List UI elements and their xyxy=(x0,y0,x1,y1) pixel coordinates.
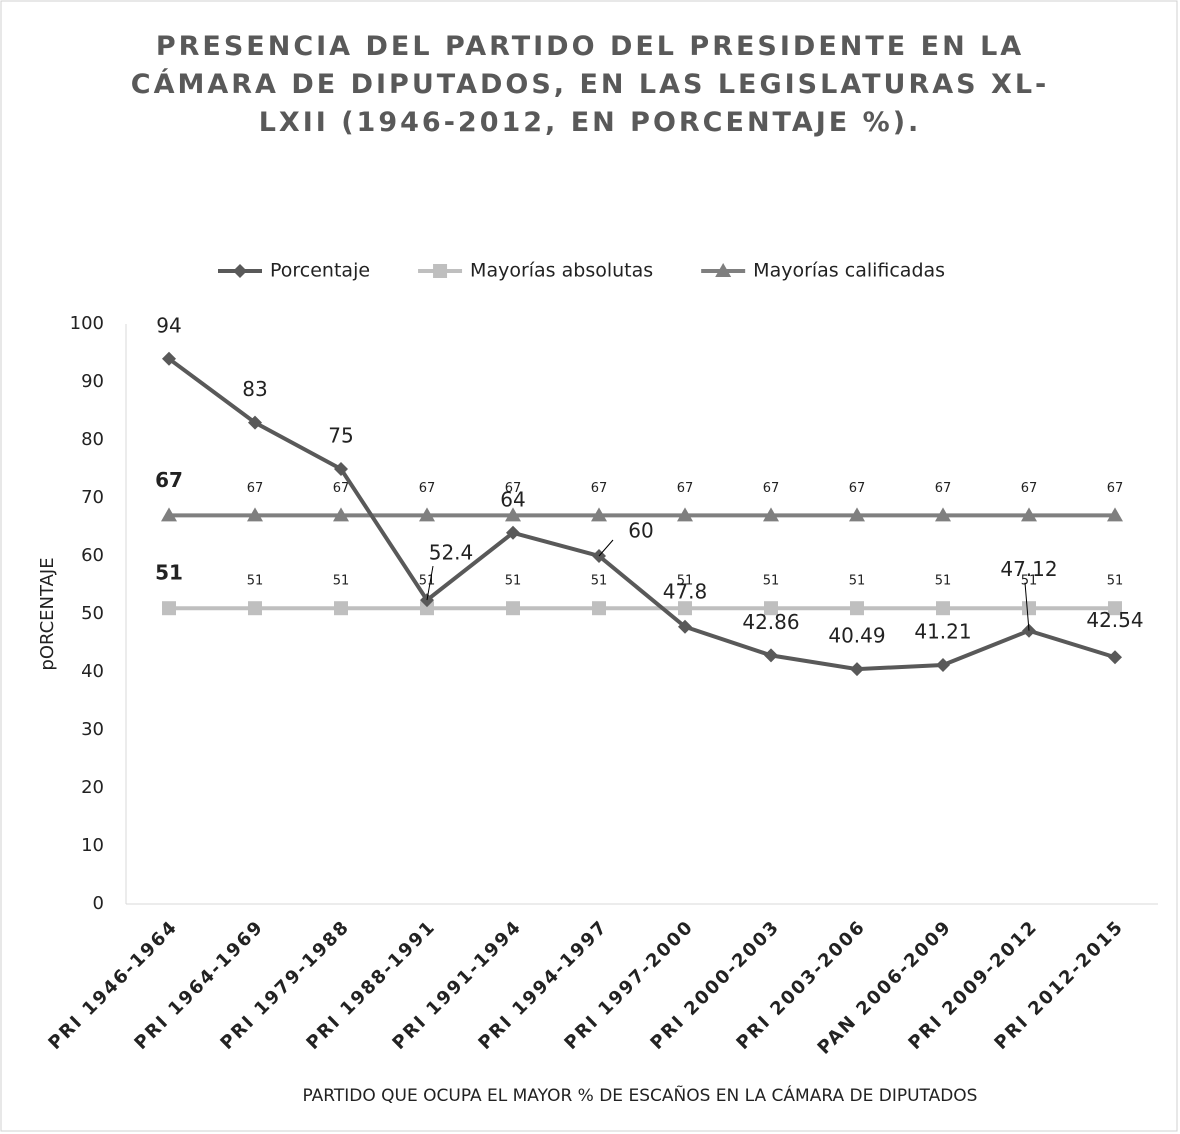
data-label: 67 xyxy=(419,481,436,496)
data-label: 42.86 xyxy=(742,610,799,634)
series-marker xyxy=(506,601,520,616)
legend-label: Mayorías absolutas xyxy=(470,260,653,282)
series-line xyxy=(167,357,1116,672)
data-label: 47.12 xyxy=(1000,557,1057,581)
data-label: 67 xyxy=(333,481,350,496)
series-marker xyxy=(849,507,865,522)
data-label: 51 xyxy=(155,561,183,585)
series-marker xyxy=(1108,601,1122,616)
y-axis-title: pORCENTAJE xyxy=(37,557,58,670)
series-marker xyxy=(591,507,607,522)
y-tick-label: 60 xyxy=(81,545,104,566)
series-marker xyxy=(420,601,434,616)
data-label: 51 xyxy=(333,574,350,589)
data-label: 75 xyxy=(328,424,353,448)
series-marker xyxy=(505,507,521,522)
series-marker xyxy=(506,525,520,540)
series-marker xyxy=(248,601,262,616)
series-marker xyxy=(419,507,435,522)
series-marker xyxy=(247,507,263,522)
data-label: 51 xyxy=(935,574,952,589)
data-label: 67 xyxy=(763,481,780,496)
series-marker xyxy=(764,601,778,616)
y-tick-label: 10 xyxy=(81,835,104,856)
data-label: 51 xyxy=(591,574,608,589)
data-label: 67 xyxy=(505,481,522,496)
legend-marker xyxy=(233,264,247,278)
chart-title: PRESENCIA DEL PARTIDO DEL PRESIDENTE EN … xyxy=(130,31,1050,138)
leader-line xyxy=(426,565,434,601)
legend-label: Mayorías calificadas xyxy=(753,260,945,282)
series-marker xyxy=(936,657,950,672)
y-tick-label: 40 xyxy=(81,661,104,682)
data-label: 51 xyxy=(763,574,780,589)
y-tick-label: 80 xyxy=(81,429,104,450)
y-tick-label: 50 xyxy=(81,603,104,624)
series-marker xyxy=(1108,650,1122,665)
data-label: 67 xyxy=(849,481,866,496)
series-marker xyxy=(677,507,693,522)
data-label: 67 xyxy=(155,468,183,492)
y-tick-label: 0 xyxy=(93,893,104,914)
series-marker xyxy=(678,619,692,634)
series-marker xyxy=(334,601,348,616)
data-label: 51 xyxy=(247,574,264,589)
y-tick-label: 100 xyxy=(70,313,104,334)
series-marker xyxy=(1107,507,1123,522)
data-label: 51 xyxy=(505,574,522,589)
data-label: 60 xyxy=(628,519,653,543)
data-label: 40.49 xyxy=(828,624,885,648)
y-tick-label: 30 xyxy=(81,719,104,740)
data-label: 67 xyxy=(677,481,694,496)
data-label: 52.4 xyxy=(429,541,474,565)
y-tick-label: 90 xyxy=(81,371,104,392)
data-label: 94 xyxy=(156,313,181,337)
data-label: 67 xyxy=(247,481,264,496)
data-label: 41.21 xyxy=(914,619,971,643)
data-label: 83 xyxy=(242,377,267,401)
data-label: 51 xyxy=(849,574,866,589)
series-marker xyxy=(162,351,176,366)
data-label: 67 xyxy=(935,481,952,496)
series-marker xyxy=(334,462,348,476)
y-tick-label: 20 xyxy=(81,777,104,798)
series-marker xyxy=(935,507,951,522)
legend-marker xyxy=(715,263,732,277)
series-marker xyxy=(678,601,692,616)
data-label: 42.54 xyxy=(1086,608,1143,632)
series-marker xyxy=(1022,601,1036,616)
leader-line xyxy=(598,539,614,557)
y-tick-label: 70 xyxy=(81,487,104,508)
series-marker xyxy=(161,507,177,522)
data-label: 51 xyxy=(1107,574,1124,589)
series-marker xyxy=(936,601,950,616)
series-marker xyxy=(248,415,262,430)
series-marker xyxy=(764,648,778,663)
legend-marker xyxy=(433,264,448,278)
series-marker xyxy=(850,601,864,616)
x-axis-title: PARTIDO QUE OCUPA EL MAYOR % DE ESCAÑOS … xyxy=(303,1084,978,1106)
series-marker xyxy=(592,601,606,616)
data-label: 67 xyxy=(1021,481,1038,496)
data-label: 47.8 xyxy=(663,579,708,603)
series-marker xyxy=(763,507,779,522)
data-label: 51 xyxy=(677,574,694,589)
data-label: 67 xyxy=(1107,481,1124,496)
data-label: 67 xyxy=(591,481,608,496)
data-label: 64 xyxy=(500,487,525,511)
series-marker xyxy=(162,601,176,616)
data-label: 51 xyxy=(419,574,436,589)
series-marker xyxy=(850,662,864,677)
legend-label: Porcentaje xyxy=(270,260,370,282)
series-marker xyxy=(1021,507,1037,522)
series-marker xyxy=(333,507,349,522)
leader-line xyxy=(1024,582,1030,631)
